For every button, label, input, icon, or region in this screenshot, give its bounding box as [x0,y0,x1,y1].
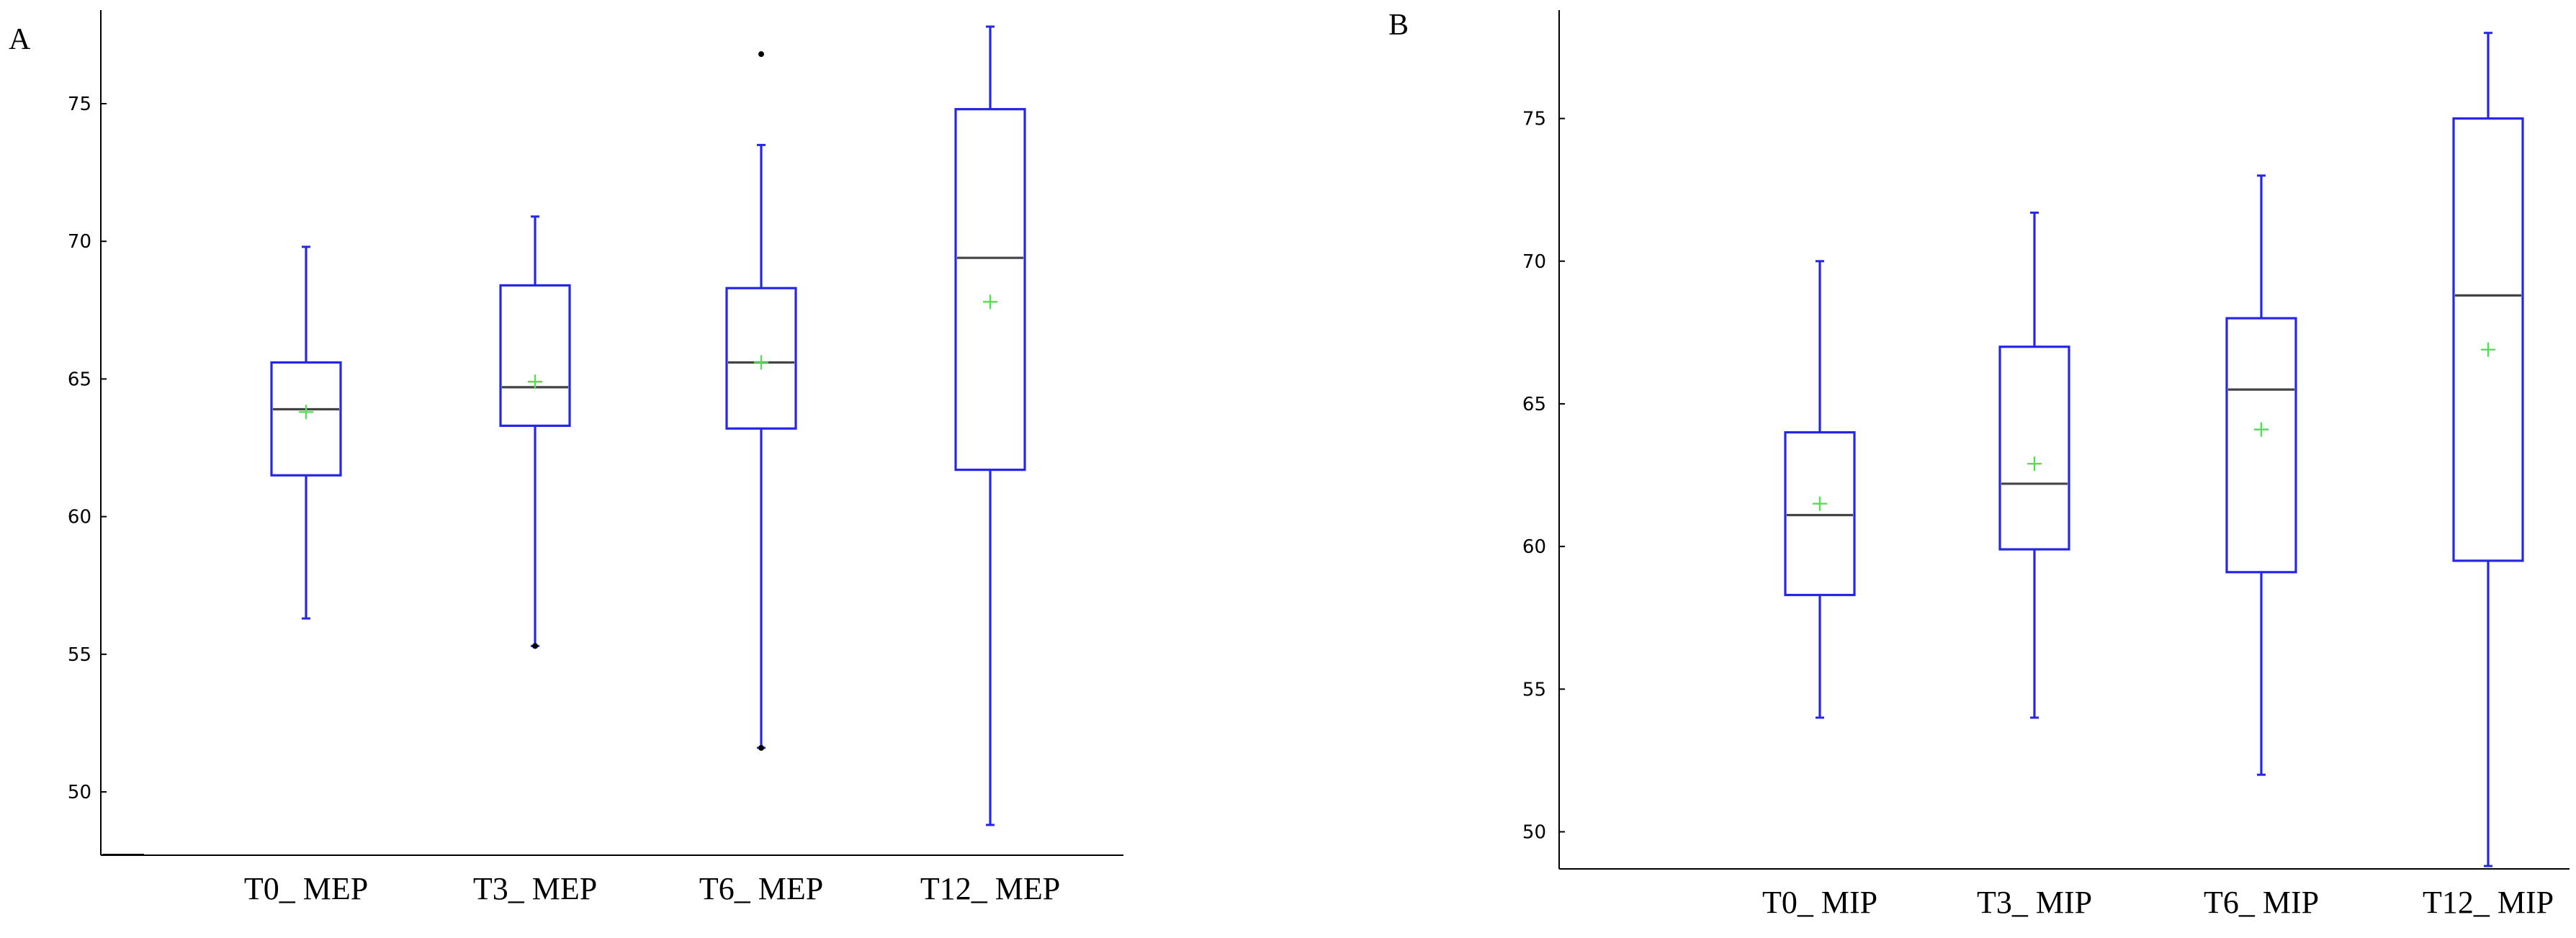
mean-marker [2027,456,2042,472]
mean-marker [528,374,542,389]
y-tick-label: 55 [1522,679,1546,700]
category-label: T0_ MEP [244,871,368,906]
panel-b: B 50 55 60 65 70 75 T0_ MIP T3_ MIP T6_ MIP T12_ M… [1388,9,2570,920]
category-label: T6_ MEP [699,871,823,906]
box-body [954,108,1026,472]
category-label: T3_ MIP [1977,885,2092,920]
y-tick-label: 70 [1522,251,1546,273]
category-label: T12_ MEP [920,871,1060,906]
outlier-point [532,643,538,649]
box-body [725,287,797,430]
box-body [499,284,571,428]
box-1 [499,215,571,649]
mean-marker [1813,496,1827,511]
mean-marker [2481,342,2495,357]
mean-marker [983,294,997,310]
box-3 [2452,32,2524,867]
outlier-point [758,744,764,751]
box-body [1998,346,2070,551]
y-tick-label: 65 [1522,394,1546,415]
panel-label: A [9,23,31,56]
mean-marker [2254,422,2268,437]
box-body [270,361,342,477]
y-tick-label: 50 [68,782,91,803]
y-tick-label: 50 [1522,821,1546,843]
y-tick-label: 55 [68,644,91,666]
mean-marker [299,405,313,420]
y-tick-label: 75 [68,94,91,115]
box-0 [270,245,342,620]
box-2 [2225,174,2297,776]
y-tick-label: 60 [1522,536,1546,558]
category-label: T3_ MEP [473,871,597,906]
panel-label: B [1388,9,1409,42]
y-tick-label: 70 [68,231,91,253]
y-tick-label: 75 [1522,109,1546,130]
box-0 [1784,260,1856,719]
box-body [2225,317,2297,574]
box-1 [1998,211,2070,719]
outlier-point [758,51,764,58]
category-label: T6_ MIP [2204,885,2319,920]
panel-a: A 50 55 60 65 70 75 T0_ MEP T3_ MEP T6_ MEP T12_ M… [9,10,1123,906]
mean-marker [754,355,768,370]
box-2 [725,51,797,751]
box-body [1784,430,1856,597]
box-3 [954,25,1026,826]
category-label: T0_ MIP [1762,885,1877,920]
y-tick-label: 60 [68,507,91,528]
y-tick-label: 65 [68,369,91,390]
category-label: T12_ MIP [2423,885,2554,920]
box-body [2452,117,2524,562]
